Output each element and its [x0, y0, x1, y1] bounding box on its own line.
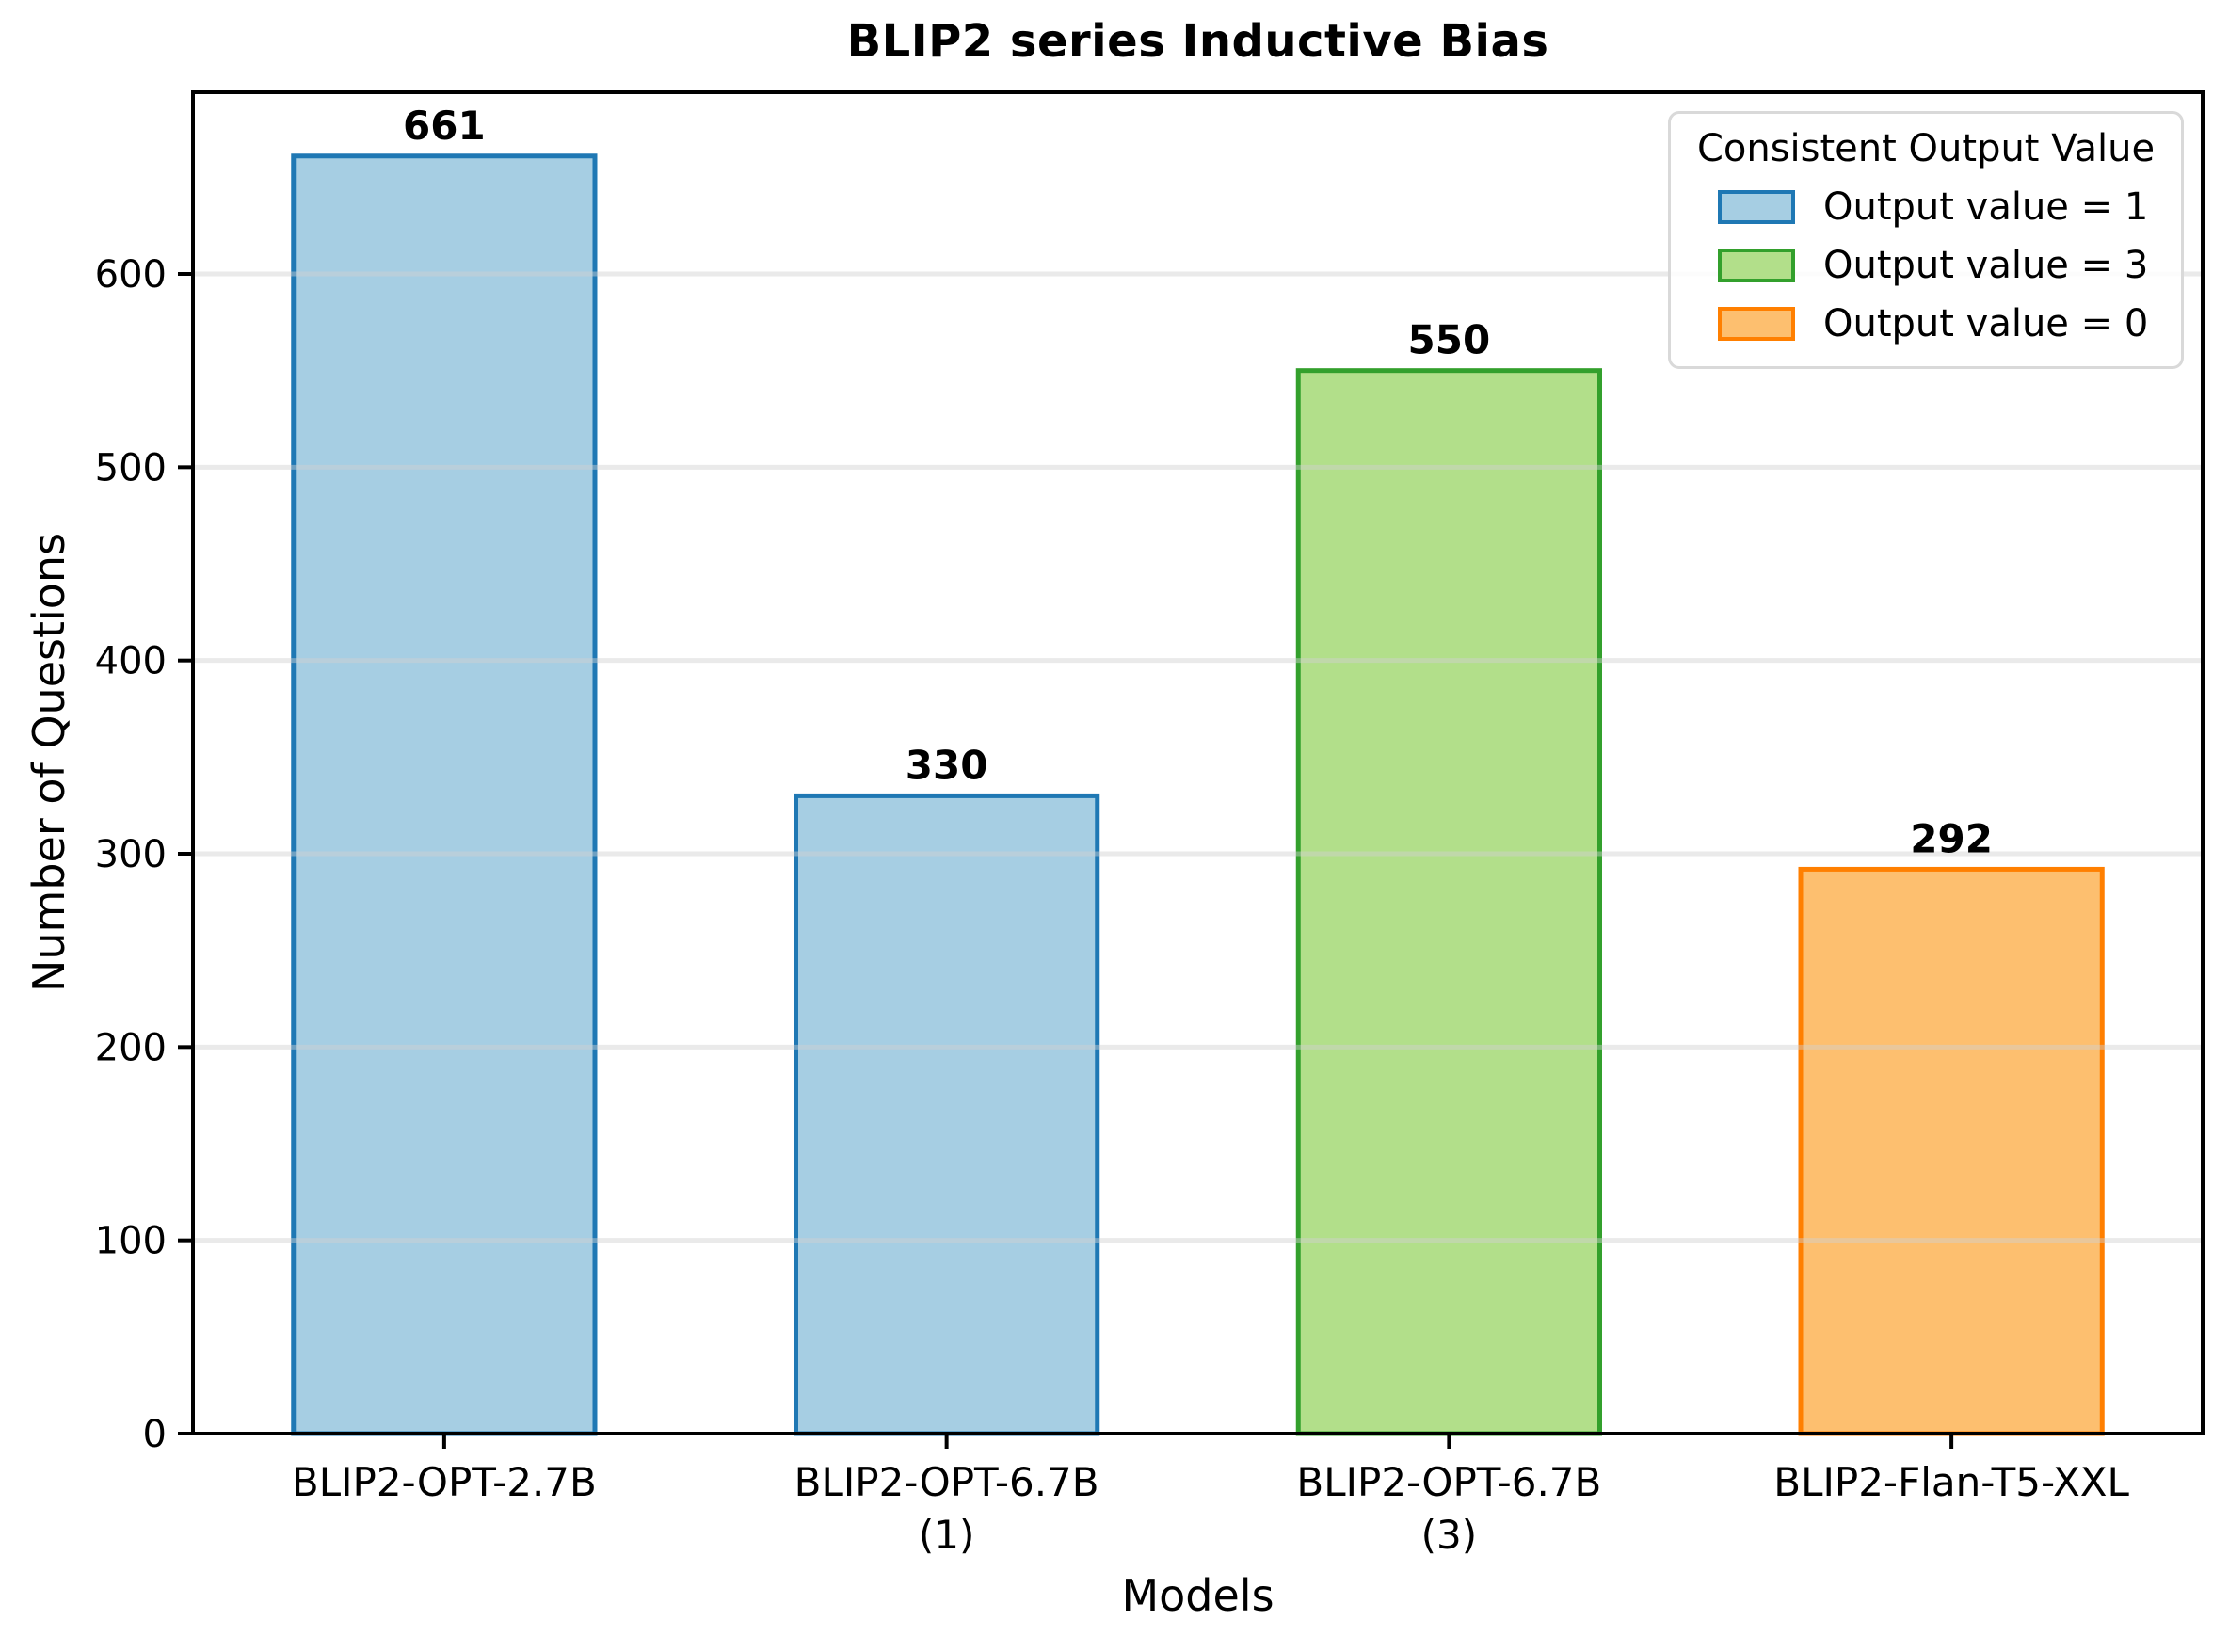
bar-3 — [1295, 368, 1602, 1436]
legend-swatch-output-1-icon — [1718, 190, 1795, 224]
bar-value-label-3: 550 — [1408, 317, 1491, 363]
legend-title: Consistent Output Value — [1696, 127, 2156, 170]
bar-2 — [794, 793, 1100, 1436]
bar-4 — [1798, 866, 2105, 1436]
y-tick-label-0: 0 — [143, 1413, 167, 1456]
legend-label-output-1: Output value = 1 — [1823, 185, 2149, 229]
x-axis-label: Models — [1121, 1570, 1275, 1621]
legend-entry-output-1: Output value = 1 — [1692, 185, 2160, 229]
legend-entry-output-0: Output value = 0 — [1692, 302, 2160, 345]
x-tick-label-3: BLIP2-OPT-6.7B (3) — [1296, 1459, 1601, 1558]
legend-label-output-3: Output value = 3 — [1823, 244, 2149, 287]
chart-title: BLIP2 series Inductive Bias — [846, 15, 1549, 68]
y-tick-label-600: 600 — [95, 253, 167, 297]
y-tick-label-100: 100 — [95, 1220, 167, 1263]
legend-label-output-0: Output value = 0 — [1823, 302, 2149, 345]
bar-value-label-4: 292 — [1910, 815, 1993, 861]
y-tick-label-200: 200 — [95, 1026, 167, 1069]
x-tick-label-2: BLIP2-OPT-6.7B (1) — [794, 1459, 1099, 1558]
bar-value-label-1: 661 — [403, 103, 486, 149]
y-tick-label-500: 500 — [95, 446, 167, 489]
y-axis-label: Number of Questions — [24, 532, 74, 993]
legend-swatch-output-3-icon — [1718, 249, 1795, 282]
legend-swatch-output-0-icon — [1718, 307, 1795, 341]
x-tick-label-4: BLIP2-Flan-T5-XXL — [1773, 1459, 2129, 1505]
bar-value-label-2: 330 — [906, 742, 988, 788]
legend: Consistent Output Value Output value = 1… — [1668, 111, 2184, 369]
axes-spines — [191, 90, 2205, 1435]
bar-1 — [291, 153, 598, 1436]
y-tick-label-400: 400 — [95, 640, 167, 683]
y-tick-label-300: 300 — [95, 833, 167, 876]
legend-entry-output-3: Output value = 3 — [1692, 244, 2160, 287]
x-tick-label-1: BLIP2-OPT-2.7B — [292, 1459, 597, 1505]
